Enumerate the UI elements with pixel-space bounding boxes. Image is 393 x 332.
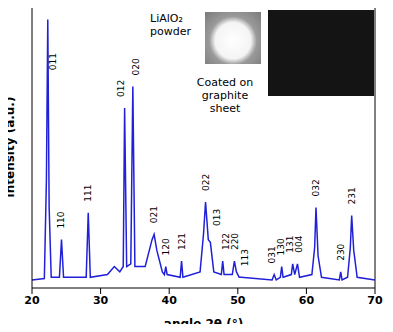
svg-text:220: 220 <box>230 233 240 250</box>
svg-text:032: 032 <box>311 179 321 196</box>
svg-text:50: 50 <box>230 294 246 307</box>
svg-text:004: 004 <box>294 235 304 252</box>
svg-text:122: 122 <box>221 232 232 251</box>
svg-text:113: 113 <box>240 249 250 266</box>
svg-text:131: 131 <box>284 235 295 253</box>
svg-text:121: 121 <box>177 233 187 250</box>
svg-text:011: 011 <box>48 53 58 70</box>
svg-text:022: 022 <box>201 174 211 191</box>
html-text:powder: powder <box>150 25 191 38</box>
svg-text:30: 30 <box>93 294 109 307</box>
svg-text:120: 120 <box>161 238 171 255</box>
svg-text:230: 230 <box>336 243 346 260</box>
svg-text:60: 60 <box>299 294 315 307</box>
svg-text:231: 231 <box>347 187 357 204</box>
svg-text:012: 012 <box>116 80 126 97</box>
svg-text:031: 031 <box>267 246 278 264</box>
svg-text:intensity (a.u.): intensity (a.u.) <box>8 97 17 198</box>
html-text:LiAlO₂: LiAlO₂ <box>150 12 183 25</box>
svg-text:111: 111 <box>83 185 93 202</box>
svg-text:110: 110 <box>56 211 66 228</box>
svg-text:020: 020 <box>131 58 141 75</box>
svg-text:angle 2θ (°): angle 2θ (°) <box>164 317 243 324</box>
svg-text:70: 70 <box>367 294 383 307</box>
svg-text:40: 40 <box>162 294 178 307</box>
svg-text:021: 021 <box>149 206 159 223</box>
html-text:Coated on graphite sheet: Coated on graphite sheet <box>196 76 254 115</box>
svg-text:130: 130 <box>276 238 286 256</box>
svg-text:013: 013 <box>212 209 222 226</box>
svg-text:20: 20 <box>24 294 40 307</box>
